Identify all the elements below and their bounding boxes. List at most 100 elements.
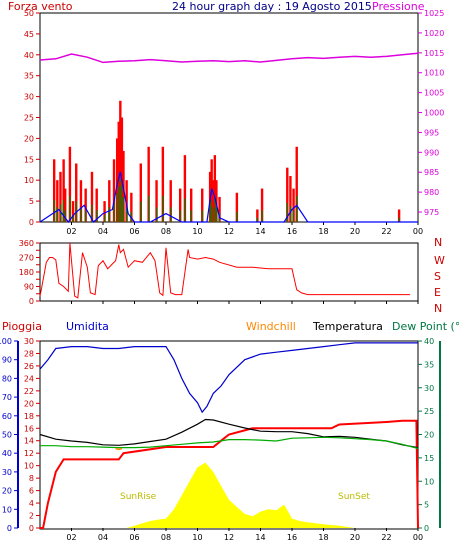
y2-tick-label: 980 bbox=[424, 188, 439, 197]
temp-tick-label: 25 bbox=[424, 407, 434, 416]
temp-tick-label: 30 bbox=[424, 384, 434, 393]
wind-green-bar bbox=[113, 200, 115, 222]
wind-gust-bar bbox=[286, 167, 289, 222]
x-tick-label: 14 bbox=[255, 227, 265, 236]
y-tick-label: 50 bbox=[24, 9, 34, 18]
temp-tick-label: 0 bbox=[424, 524, 429, 533]
humidity-tick-label: 60 bbox=[2, 412, 12, 421]
wind-gust-bar bbox=[397, 209, 401, 222]
windchill-legend: Windchill bbox=[246, 320, 296, 333]
wind-green-bar bbox=[398, 217, 400, 222]
y2-tick-label: 975 bbox=[424, 208, 439, 217]
humidity-tick-label: 100 bbox=[0, 337, 12, 346]
wind-green-bar bbox=[69, 195, 71, 222]
humidity-temp-panel: 0102030405060708090100024681012141618202… bbox=[0, 337, 441, 542]
wind-gust-bar bbox=[295, 146, 298, 222]
wind-gust-bar bbox=[256, 209, 259, 222]
wind-gust-bar bbox=[119, 100, 122, 222]
rain-tick-label: 10 bbox=[24, 462, 34, 471]
rain-tick-label: 28 bbox=[24, 349, 34, 358]
y-tick-label: 35 bbox=[24, 72, 34, 81]
rain-tick-label: 20 bbox=[24, 399, 34, 408]
wind-green-bar bbox=[236, 211, 238, 222]
wind-green-bar bbox=[261, 210, 263, 222]
x-tick-label: 20 bbox=[350, 227, 360, 236]
wind-gust-bar bbox=[75, 163, 78, 222]
wind-gust-bar bbox=[190, 188, 193, 222]
wind-green-bar bbox=[126, 207, 128, 222]
humidity-tick-label: 10 bbox=[2, 505, 12, 514]
y-tick-label: 10 bbox=[24, 176, 34, 185]
x-tick-label: 18 bbox=[318, 533, 328, 542]
wind-green-bar bbox=[286, 202, 288, 222]
y-tick-label: 270 bbox=[19, 254, 34, 263]
wind-gust-bar bbox=[64, 188, 67, 222]
humidity-line bbox=[39, 342, 418, 414]
x-tick-label: 22 bbox=[381, 533, 391, 542]
wind-green-bar bbox=[148, 195, 150, 222]
wind-gust-bar bbox=[84, 188, 87, 222]
wind-green-bar bbox=[212, 207, 214, 222]
wind-green-bar bbox=[72, 214, 74, 222]
wind-green-bar bbox=[296, 195, 298, 222]
y2-tick-label: 990 bbox=[424, 148, 439, 157]
x-tick-label: 08 bbox=[161, 227, 171, 236]
x-tick-label: 04 bbox=[98, 227, 108, 236]
y-tick-label: 360 bbox=[19, 239, 34, 248]
rain-tick-label: 6 bbox=[29, 487, 34, 496]
humidity-tick-label: 90 bbox=[2, 356, 12, 365]
wind-green-bar bbox=[256, 217, 258, 222]
wind-gust-bar bbox=[215, 180, 218, 222]
y2-tick-label: 1015 bbox=[424, 49, 444, 58]
wind-gust-bar bbox=[112, 159, 116, 222]
rain-tick-label: 12 bbox=[24, 449, 34, 458]
y2-tick-label: 1010 bbox=[424, 69, 444, 78]
wind-gust-bar bbox=[213, 155, 217, 222]
y-tick-label: 30 bbox=[24, 93, 34, 102]
x-tick-label: 10 bbox=[192, 227, 202, 236]
wind-direction-line bbox=[39, 242, 411, 299]
wind-green-bar bbox=[292, 210, 295, 222]
wind-green-bar bbox=[122, 197, 125, 222]
wind-gust-bar bbox=[161, 146, 165, 222]
x-tick-label: 20 bbox=[350, 533, 360, 542]
x-tick-label: 06 bbox=[129, 227, 139, 236]
wind-gust-bar bbox=[79, 180, 83, 222]
wind-green-bar bbox=[116, 192, 118, 222]
y-tick-label: 90 bbox=[24, 283, 34, 292]
wind-gust-bar bbox=[68, 146, 72, 222]
y-tick-label: 20 bbox=[24, 134, 34, 143]
wind-gust-bar bbox=[169, 180, 172, 222]
x-tick-label: 02 bbox=[66, 533, 76, 542]
x-tick-label: 00 bbox=[413, 227, 423, 236]
direction-label: S bbox=[434, 270, 441, 283]
rain-tick-label: 2 bbox=[29, 512, 34, 521]
wind-green-bar bbox=[155, 207, 158, 222]
wind-green-bar bbox=[53, 200, 55, 222]
rain-tick-label: 26 bbox=[24, 362, 34, 371]
direction-label: N bbox=[434, 236, 442, 249]
wind-green-bar bbox=[63, 200, 65, 222]
x-tick-label: 08 bbox=[161, 533, 171, 542]
humidity-tick-label: 20 bbox=[2, 487, 12, 496]
sunset-annotation: SunSet bbox=[338, 492, 370, 502]
wind-green-bar bbox=[184, 198, 186, 222]
x-tick-label: 12 bbox=[224, 227, 234, 236]
y2-tick-label: 1000 bbox=[424, 109, 444, 118]
wind-gust-bar bbox=[201, 188, 204, 222]
wind-green-bar bbox=[170, 207, 172, 222]
wind-direction-panel: 0 90 180 270 360 bbox=[19, 239, 419, 306]
rain-tick-label: 24 bbox=[24, 374, 34, 383]
wind-gust-bar bbox=[178, 188, 182, 222]
wind-green-bar bbox=[289, 205, 292, 222]
wind-gust-bar bbox=[108, 180, 111, 222]
wind-gust-bar bbox=[155, 180, 158, 222]
wind-green-bar bbox=[108, 207, 110, 222]
wind-green-bar bbox=[64, 210, 66, 222]
rain-legend: Pioggia bbox=[2, 320, 42, 333]
wind-gust-bar bbox=[115, 138, 119, 222]
rain-tick-label: 4 bbox=[29, 499, 34, 508]
wind-green-bar bbox=[80, 207, 82, 222]
y-tick-label: 45 bbox=[24, 30, 34, 39]
